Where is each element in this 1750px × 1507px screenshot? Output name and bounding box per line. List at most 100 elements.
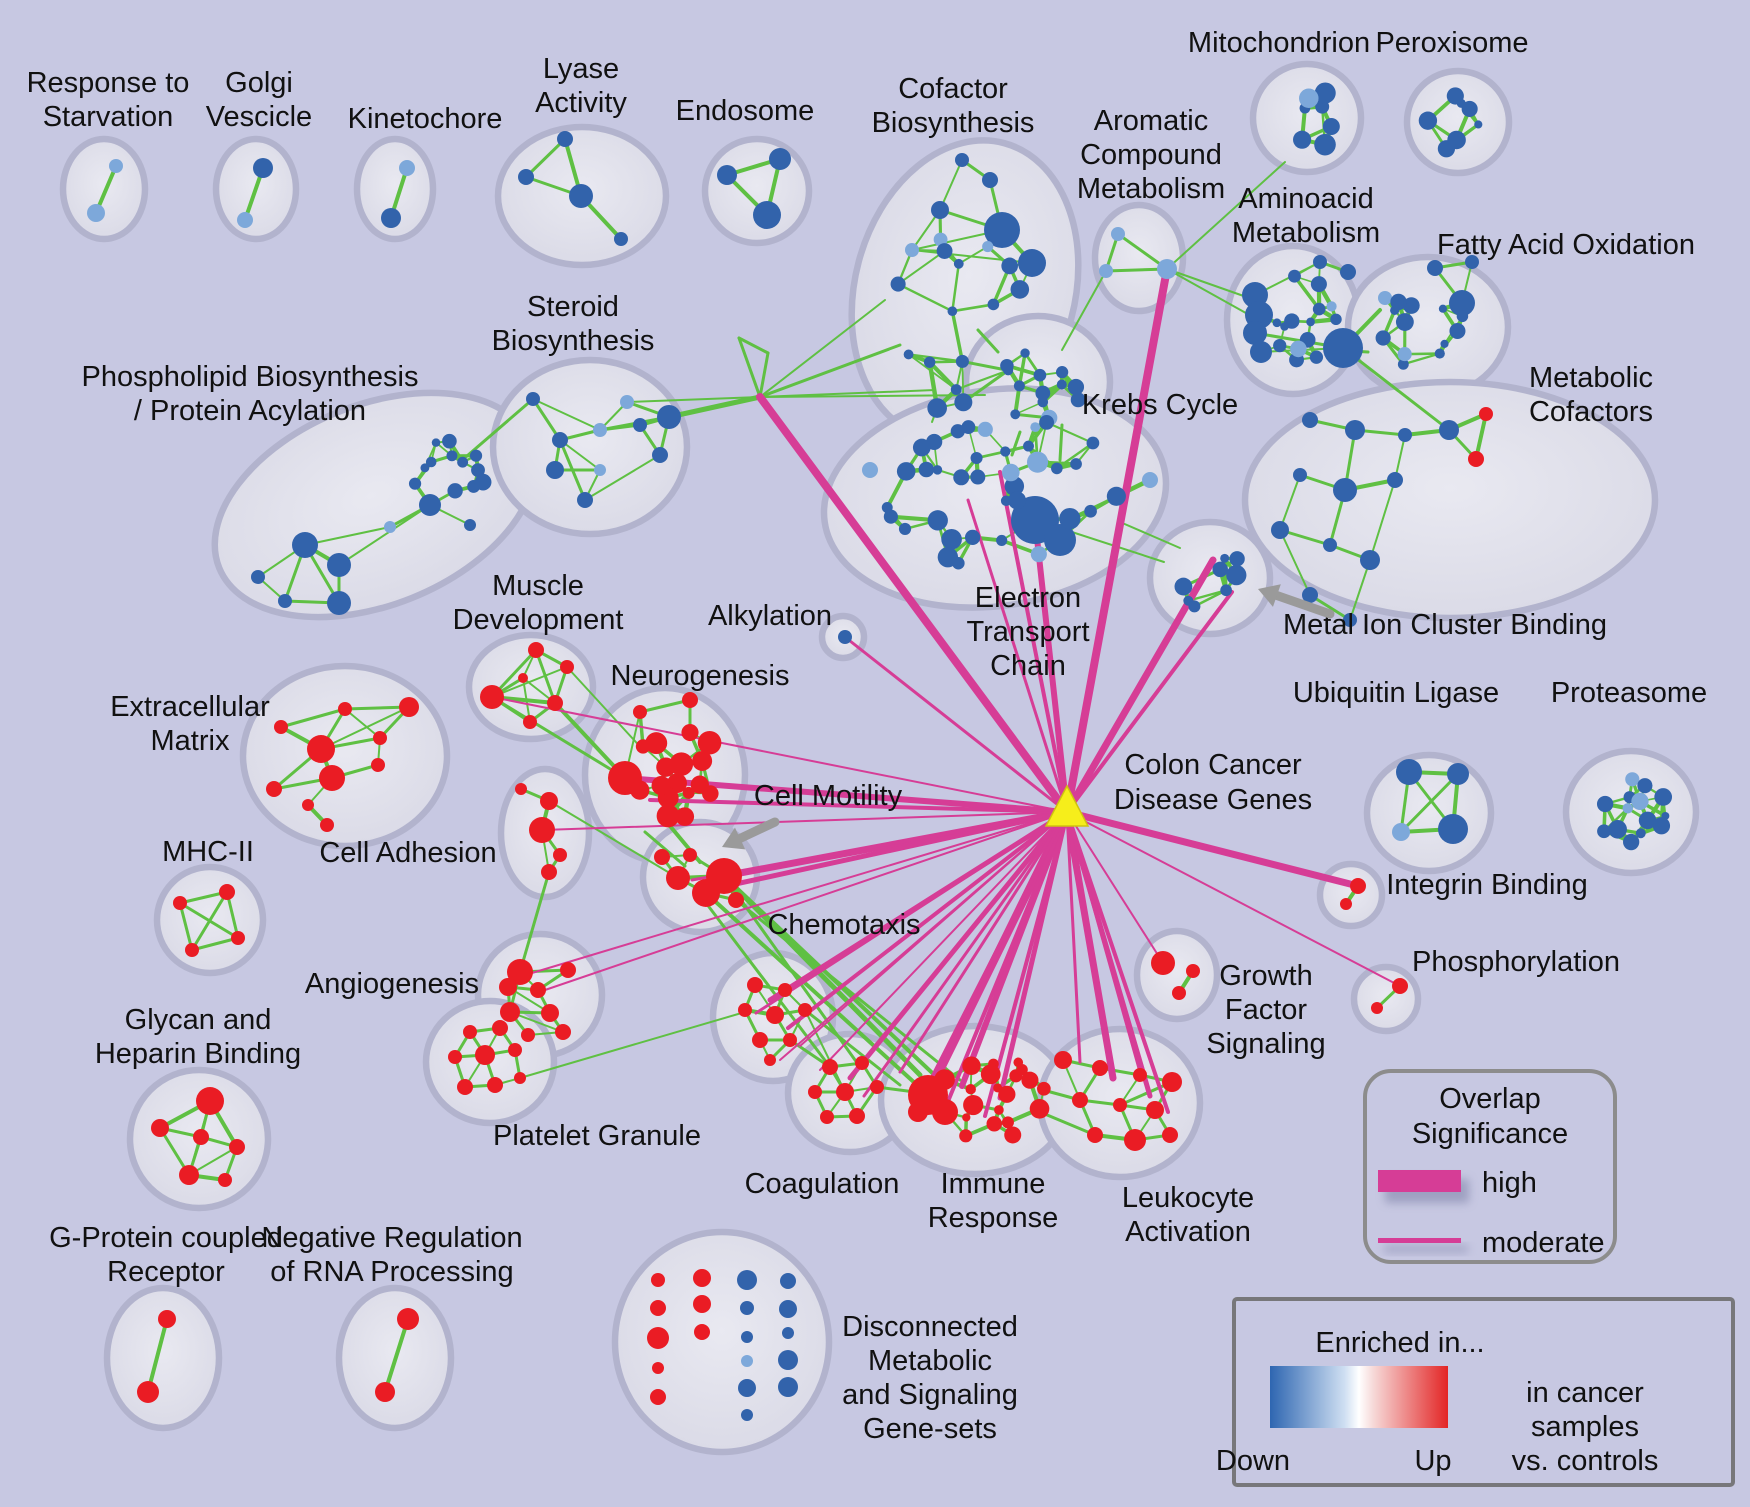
node-metabolic-cofactors-9	[1360, 550, 1380, 570]
node-fatty-acid-oxidation-1	[1427, 260, 1443, 276]
node-extracellular-matrix-9	[320, 818, 334, 832]
node-steroid-biosynthesis-4	[652, 447, 668, 463]
node-coagulation-4	[870, 1080, 884, 1094]
edge-cofactor-biosynthesis	[951, 262, 961, 313]
inter-edge-35	[1038, 1110, 1097, 1137]
node-extracellular-matrix-5	[373, 731, 387, 745]
node-metabolic-cofactors-12	[1479, 407, 1493, 421]
inter-edge-12	[1166, 161, 1286, 270]
node-electron-transport-chain-37	[927, 510, 948, 531]
node-angiogenesis-4	[500, 1002, 520, 1022]
node-electron-transport-chain-8	[1030, 422, 1041, 433]
node-kinetochore-1	[381, 208, 401, 228]
cluster-label-golgi-vescicle-0: Golgi	[225, 67, 293, 99]
cluster-label-aromatic-compound-metabolism-1: Compound	[1080, 139, 1222, 171]
cluster-label-growth-factor-signaling-0: Growth	[1219, 960, 1312, 992]
inter-edge-10	[1166, 268, 1256, 301]
node-extracellular-matrix-4	[319, 765, 345, 791]
node-golgi-vescicle-0	[253, 158, 273, 178]
node-extracellular-matrix-6	[371, 758, 385, 772]
node-proteasome-0	[1623, 833, 1640, 851]
node-immune-response-9	[959, 1129, 973, 1143]
node-cofactor-biosynthesis-6	[927, 398, 947, 418]
node-kinetochore-0	[399, 160, 415, 176]
cluster-label-disconnected-gene-sets-3: Gene-sets	[863, 1413, 997, 1445]
node-cofactor-biosynthesis-2	[982, 172, 998, 188]
node-platelet-granule-6	[487, 1077, 503, 1093]
node-disconnected-gene-sets-8	[737, 1270, 757, 1290]
cluster-label-angiogenesis-0: Angiogenesis	[305, 968, 479, 1000]
inter-edge-32	[803, 1008, 902, 1087]
overlap-edge-36	[898, 810, 1069, 1074]
node-electron-transport-chain-39	[1059, 507, 1081, 530]
cluster-label-metal-ion-cluster-binding-0: Metal Ion Cluster Binding	[1283, 609, 1607, 641]
node-response-to-starvation-0	[109, 159, 123, 173]
cluster-label-cofactor-biosynthesis-1: Biosynthesis	[872, 107, 1035, 139]
node-g-protein-coupled-receptor-0	[158, 1310, 176, 1328]
node-cell-adhesion-4	[541, 864, 557, 880]
node-electron-transport-chain-9	[970, 469, 986, 485]
gene-set-nodes	[87, 82, 1673, 1421]
node-platelet-granule-1	[492, 1020, 508, 1036]
node-cofactor-biosynthesis-12	[936, 243, 953, 259]
edge-lyase-activity	[524, 137, 567, 179]
node-electron-transport-chain-28	[912, 438, 931, 457]
node-cell-adhesion-2	[529, 817, 555, 843]
node-fatty-acid-oxidation-11	[1402, 297, 1420, 314]
inter-edge-3	[758, 343, 902, 399]
node-platelet-granule-3	[475, 1045, 495, 1065]
node-aminoacid-metabolism-20	[1290, 340, 1307, 358]
cluster-label-phosphorylation-0: Phosphorylation	[1412, 946, 1620, 978]
node-immune-response-19	[965, 1083, 976, 1095]
edge-metal-ion-cluster-binding	[1187, 589, 1228, 602]
edge-cofactor-biosynthesis	[896, 282, 954, 313]
node-krebs-cycle-4	[1010, 409, 1021, 420]
moderate-significance-swatch	[1378, 1238, 1461, 1243]
inter-edge-40	[1058, 423, 1064, 462]
node-electron-transport-chain-33	[1008, 491, 1027, 510]
node-steroid-biosynthesis-1	[552, 432, 568, 448]
overlap-edge-34	[779, 811, 1068, 1061]
node-cell-adhesion-3	[553, 848, 567, 862]
node-phospholipid-biosynthesis-13	[474, 473, 492, 491]
cluster-label-negative-regulation-rna-0: Negative Regulation	[261, 1222, 522, 1254]
node-cofactor-biosynthesis-14	[903, 349, 914, 360]
node-platelet-granule-0	[463, 1025, 477, 1039]
node-immune-response-15	[1037, 1081, 1051, 1096]
overlap-edge-5	[1032, 517, 1070, 815]
cluster-label-g-protein-coupled-receptor-1: Receptor	[107, 1256, 225, 1288]
node-muscle-development-5	[523, 715, 537, 729]
node-krebs-cycle-6	[1035, 385, 1051, 401]
node-cofactor-biosynthesis-5	[905, 243, 919, 257]
cluster-region-steroid-biosynthesis	[489, 356, 691, 538]
node-immune-response-22	[1029, 1098, 1050, 1119]
cluster-label-negative-regulation-rna-1: of RNA Processing	[270, 1256, 513, 1288]
annotation-arrow-shaft-1	[1272, 591, 1335, 619]
cluster-label-proteasome-0: Proteasome	[1551, 677, 1707, 709]
node-electron-transport-chain-7	[1000, 446, 1011, 457]
node-leukocyte-activation-6	[1146, 1101, 1164, 1119]
inter-edge-8	[758, 351, 770, 399]
inter-edge-9	[737, 336, 770, 355]
node-angiogenesis-1	[499, 978, 517, 996]
node-disconnected-gene-sets-15	[779, 1300, 797, 1318]
node-metal-ion-cluster-binding-7	[1220, 553, 1230, 563]
inter-edge-23	[548, 800, 679, 879]
node-fatty-acid-oxidation-5	[1375, 330, 1391, 346]
cluster-label-integrin-binding-0: Integrin Binding	[1386, 869, 1588, 901]
node-neurogenesis-1	[633, 705, 647, 719]
node-platelet-granule-5	[457, 1079, 473, 1095]
node-coagulation-1	[855, 1056, 869, 1070]
node-phospholipid-biosynthesis-17	[457, 456, 469, 468]
cluster-region-extracellular-matrix	[239, 662, 451, 850]
node-immune-response-2	[908, 1102, 928, 1122]
node-electron-transport-chain-35	[953, 469, 970, 486]
node-metal-ion-cluster-binding-2	[1174, 577, 1193, 596]
node-leukocyte-activation-2	[1133, 1068, 1147, 1082]
edge-cofactor-biosynthesis	[950, 309, 965, 364]
node-cofactor-biosynthesis-19	[954, 393, 973, 412]
cluster-label-neurogenesis-0: Neurogenesis	[611, 660, 790, 692]
legend-side-text-2: samples	[1531, 1411, 1639, 1443]
overlap-edge-4	[1065, 590, 1234, 814]
